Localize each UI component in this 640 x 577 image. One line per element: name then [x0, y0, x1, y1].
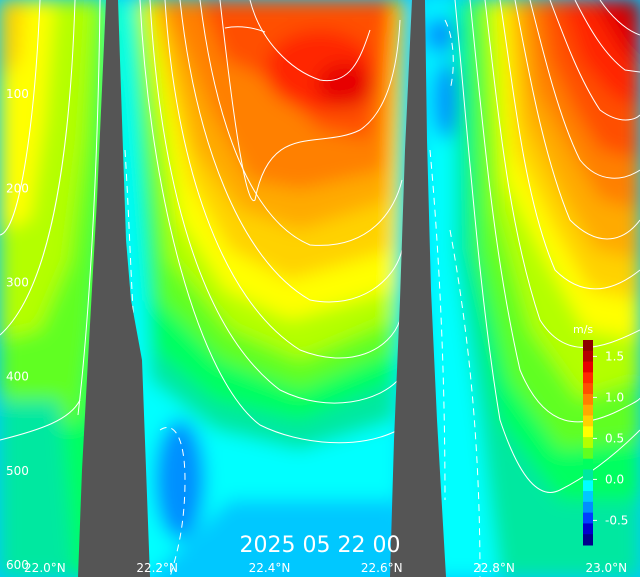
- colorbar-swatch: [583, 383, 593, 395]
- contour-line: [179, 0, 403, 303]
- colorbar-swatch: [583, 404, 593, 417]
- colorbar-tick-label: 0.5: [605, 431, 624, 445]
- chart-title: 2025 05 22 00: [240, 533, 401, 558]
- x-tick-label: 22.0°N: [24, 561, 66, 575]
- field-region: [0, 400, 75, 577]
- x-tick-label: 22.4°N: [249, 561, 291, 575]
- colorbar-swatch: [583, 491, 593, 503]
- colorbar-unit: m/s: [573, 323, 593, 336]
- colorbar-tick-label: 0.0: [605, 472, 624, 486]
- colorbar-tick-label: 1.0: [605, 390, 624, 404]
- contour-line: [77, 0, 101, 416]
- contour-line: [159, 427, 186, 577]
- colorbar-swatch: [583, 340, 593, 352]
- colorbar-tick-label: -0.5: [605, 513, 628, 527]
- y-tick-label: 100: [6, 87, 29, 101]
- colorbar-swatch: [583, 437, 593, 449]
- contour-line: [574, 0, 640, 73]
- contour-line: [0, 0, 76, 336]
- colorbar-swatch: [583, 393, 593, 406]
- field-region: [317, 63, 373, 107]
- contour-line: [0, 0, 41, 236]
- field-region: [150, 500, 400, 577]
- colorbar-swatch: [583, 458, 593, 470]
- contour-line: [549, 0, 640, 121]
- contour-line: [444, 19, 454, 91]
- colorbar-swatch: [583, 501, 593, 514]
- colorbar-swatch: [583, 447, 593, 460]
- contour-line: [219, 0, 401, 201]
- contour-line: [449, 229, 481, 577]
- field-region: [615, 0, 640, 35]
- colorbar-swatch: [583, 372, 593, 384]
- y-tick-label: 200: [6, 181, 29, 195]
- field-region: [426, 15, 454, 55]
- x-axis-labels: 22.0°N 22.2°N 22.4°N 22.6°N 22.8°N 23.0°N: [24, 561, 627, 575]
- contour-line: [499, 0, 640, 290]
- topography-mask: [78, 0, 446, 577]
- contour-line: [469, 0, 640, 423]
- field-region: [155, 420, 205, 540]
- colorbar-tick-label: 1.5: [605, 349, 624, 363]
- contour-line: [529, 0, 640, 179]
- colorbar-swatch: [583, 426, 593, 438]
- contour-line: [164, 0, 401, 359]
- seabed-ridge: [390, 0, 446, 577]
- x-tick-label: 22.2°N: [136, 561, 178, 575]
- seabed-ridge: [78, 0, 150, 577]
- y-axis-labels: 100 200 300 400 500 600: [6, 87, 29, 572]
- contour-line: [454, 0, 640, 493]
- y-tick-label: 300: [6, 276, 29, 290]
- contour-line: [599, 0, 640, 36]
- contour-line: [224, 26, 266, 33]
- contour-line: [0, 399, 81, 441]
- contour-line: [514, 0, 640, 240]
- y-tick-label: 400: [6, 370, 29, 384]
- colorbar: m/s 1.5 1.0 0.5 0.0 -0.5: [573, 323, 628, 546]
- x-tick-label: 23.0°N: [585, 561, 627, 575]
- contour-line: [484, 0, 640, 348]
- colorbar-swatch: [583, 350, 593, 363]
- x-tick-label: 22.8°N: [473, 561, 515, 575]
- y-tick-label: 600: [6, 558, 29, 572]
- colorbar-swatch: [583, 480, 593, 492]
- contour-line: [199, 0, 403, 246]
- contour-line: [149, 0, 399, 404]
- colorbar-swatch: [583, 523, 593, 535]
- colorbar-swatch: [583, 469, 593, 481]
- colorbar-swatch: [583, 534, 593, 546]
- contour-line: [139, 0, 399, 444]
- contour-line: [429, 149, 446, 501]
- colorbar-swatch: [583, 512, 593, 524]
- field-region: [433, 60, 457, 140]
- x-tick-label: 22.6°N: [361, 561, 403, 575]
- field-region: [0, 0, 25, 80]
- colorbar-swatch: [583, 361, 593, 373]
- colorbar-swatch: [583, 415, 593, 427]
- y-tick-label: 500: [6, 464, 29, 478]
